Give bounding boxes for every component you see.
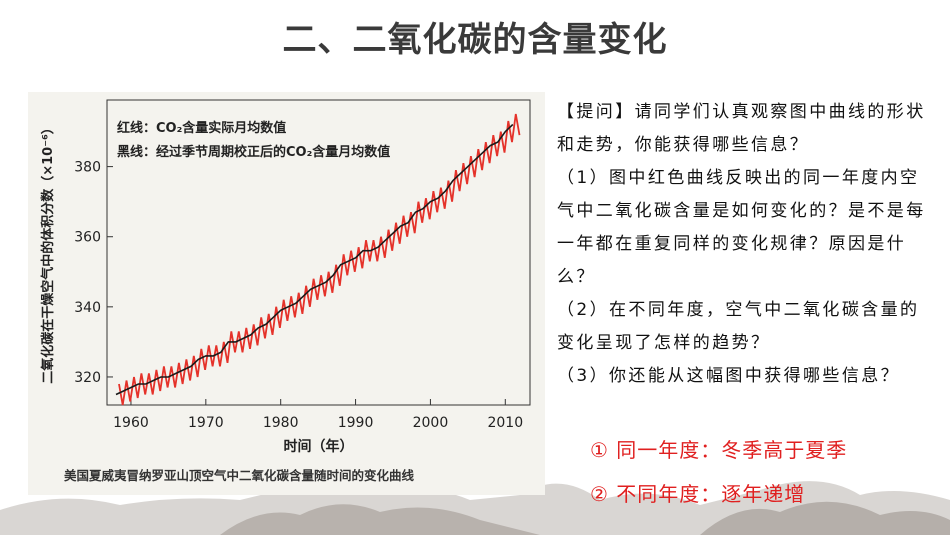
x-tick-label: 1960 [113,415,149,431]
y-tick-label: 320 [74,370,101,386]
y-tick-label: 360 [74,230,101,246]
data-line [118,113,521,406]
x-tick-label: 1980 [263,415,299,431]
legend-label: 红线：CO₂含量实际月均数值 [117,120,286,136]
data-line [115,123,514,396]
answer: ① 同一年度：冬季高于夏季 [590,438,848,462]
plot-frame [106,99,531,406]
y-axis-label: 二氧化碳在干燥空气中的体积分数（×10⁻⁶） [40,121,56,384]
y-tick-label: 340 [74,300,101,316]
question: （3）你还能从这幅图中获得哪些信息？ [557,366,901,386]
question: 【提问】请同学们认真观察图中曲线的形状和走势，你能获得哪些信息？ [557,102,926,155]
slide-title: 二、二氧化碳的含量变化 [282,20,668,60]
question: （1）图中红色曲线反映出的同一年度内空气中二氧化碳含量是如何变化的？是不是每一年… [557,168,926,287]
x-axis-label: 时间（年） [284,438,354,455]
x-tick-label: 1970 [188,415,224,431]
legend-label: 黑线：经过季节周期校正后的CO₂含量月均数值 [117,144,390,160]
answer: ② 不同年度：逐年递增 [590,482,806,506]
chart-background [28,92,545,495]
question-block: 【提问】请同学们认真观察图中曲线的形状和走势，你能获得哪些信息？ （1）图中红色曲… [557,96,929,393]
question: （2）在不同年度，空气中二氧化碳含量的变化呈现了怎样的趋势？ [557,300,920,353]
x-tick-label: 1990 [338,415,374,431]
y-tick-label: 380 [74,160,101,176]
chart: 320 340 360 380 1960 1970 1980 1990 2000 2010 时间（年… [28,92,545,495]
x-tick-label: 2010 [487,415,523,431]
chart-caption: 美国夏威夷冒纳罗亚山顶空气中二氧化碳含量随时间的变化曲线 [64,468,415,483]
x-tick-label: 2000 [413,415,449,431]
